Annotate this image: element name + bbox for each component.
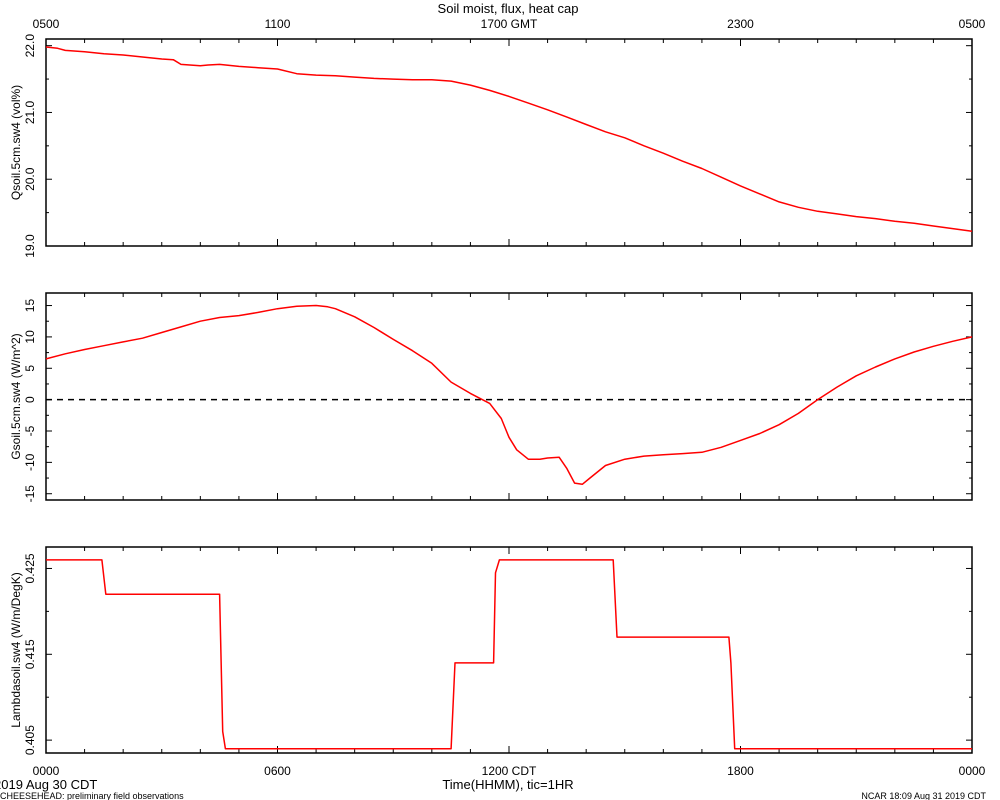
y-axis-label: Lambdasoil.sw4 (W/m/DegK) — [9, 572, 23, 727]
top-tick-label: 0500 — [33, 17, 60, 31]
bottom-tick-label: 1200 CDT — [482, 764, 537, 778]
y-tick-label: 0.405 — [23, 725, 37, 755]
series-line — [45, 304, 973, 486]
plot-frame — [45, 546, 973, 754]
chart-title: Soil moist, flux, heat cap — [438, 1, 579, 16]
bottom-tick-label: 1800 — [727, 764, 754, 778]
bottom-axis-cdt-labels: 0000 0600 1200 CDT 1800 0000 — [33, 764, 986, 778]
y-axis-label: Qsoil.5cm.sw4 (vol%) — [9, 85, 23, 200]
y-tick-label: 20.0 — [23, 167, 37, 191]
plot-frame — [45, 38, 973, 247]
date-label: 2019 Aug 30 CDT — [0, 777, 97, 792]
bottom-tick-label: 0000 — [959, 764, 986, 778]
y-tick-label: 0 — [23, 396, 37, 403]
bottom-tick-label: 0600 — [264, 764, 291, 778]
y-tick-label: -5 — [23, 425, 37, 436]
y-tick-label: 5 — [23, 365, 37, 372]
footer-right-note: NCAR 18:09 Aug 31 2019 CDT — [861, 791, 986, 800]
plot-frame — [45, 292, 973, 501]
series-line — [45, 46, 973, 233]
y-tick-label: 19.0 — [23, 234, 37, 258]
top-tick-label: 1700 GMT — [481, 17, 538, 31]
panel-1: 19.0 20.0 21.0 22.0 Qsoil.5cm.sw4 (vol%) — [9, 34, 973, 258]
top-tick-label: 2300 — [727, 17, 754, 31]
y-tick-label: 10 — [23, 330, 37, 344]
series-line — [46, 559, 972, 750]
y-tick-label: 21.0 — [23, 100, 37, 124]
top-tick-label: 1100 — [265, 17, 291, 31]
y-tick-label: 15 — [23, 299, 37, 313]
top-tick-label: 0500 — [959, 17, 986, 31]
y-tick-label: -15 — [23, 485, 37, 503]
x-axis-label: Time(HHMM), tic=1HR — [442, 777, 573, 792]
panel-2: -15 -10 -5 0 5 10 15 Gsoil.5cm.sw4 (W/m^2) — [9, 292, 973, 503]
top-axis-gmt-labels: 0500 1100 1700 GMT 2300 0500 — [33, 17, 986, 31]
y-axis-label: Gsoil.5cm.sw4 (W/m^2) — [9, 333, 23, 459]
footer-left-note: CHEESEHEAD: preliminary field observatio… — [0, 791, 184, 800]
y-tick-label: 0.425 — [23, 553, 37, 583]
y-tick-label: -10 — [23, 453, 37, 471]
y-tick-label: 22.0 — [23, 34, 37, 58]
bottom-tick-label: 0000 — [33, 764, 60, 778]
y-tick-label: 0.415 — [23, 639, 37, 669]
